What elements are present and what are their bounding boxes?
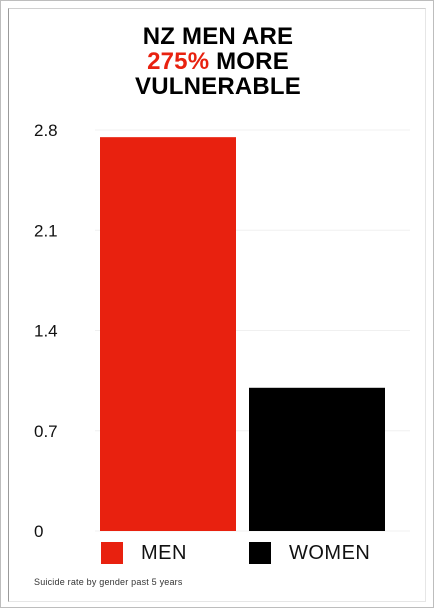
- legend: MEN WOMEN: [0, 540, 436, 566]
- bar-women: [249, 387, 385, 531]
- title-text: NZ MEN ARE: [142, 23, 294, 50]
- title-line: 275% MORE: [0, 49, 436, 74]
- title-text: MORE: [209, 48, 289, 75]
- chart-caption: Suicide rate by gender past 5 years: [34, 577, 183, 587]
- title-text: VULNERABLE: [134, 73, 301, 100]
- y-tick-label: 1.4: [34, 322, 58, 341]
- title-line: NZ MEN ARE: [0, 24, 436, 49]
- legend-swatch: [101, 542, 123, 564]
- title-highlight: 275%: [147, 48, 210, 75]
- legend-item-men: MEN: [101, 540, 187, 566]
- title-line: VULNERABLE: [0, 74, 436, 99]
- y-tick-label: 2.8: [34, 121, 58, 140]
- bar-men: [100, 137, 236, 532]
- y-tick-label: 0.7: [34, 422, 58, 441]
- legend-item-women: WOMEN: [249, 540, 370, 566]
- legend-label: WOMEN: [289, 541, 371, 564]
- legend-swatch: [249, 542, 271, 564]
- y-tick-label: 2.1: [34, 221, 58, 240]
- chart-title: NZ MEN ARE 275% MORE VULNERABLE: [0, 24, 436, 99]
- legend-label: MEN: [141, 541, 187, 564]
- y-tick-label: 0: [34, 522, 43, 541]
